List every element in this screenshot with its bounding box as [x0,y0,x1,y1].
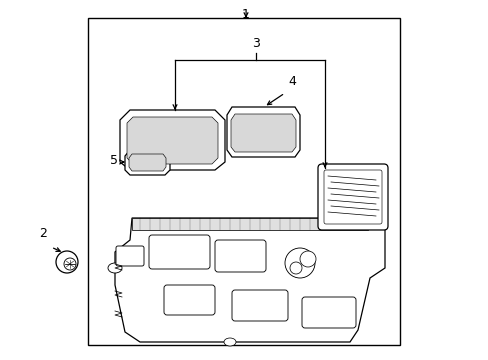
Ellipse shape [108,263,122,273]
FancyBboxPatch shape [163,285,215,315]
FancyBboxPatch shape [149,235,209,269]
Polygon shape [120,110,224,170]
Polygon shape [230,114,295,152]
Circle shape [64,258,76,270]
Ellipse shape [224,338,236,346]
FancyBboxPatch shape [231,290,287,321]
Circle shape [285,248,314,278]
Polygon shape [115,218,384,342]
Text: 3: 3 [251,37,260,50]
Polygon shape [129,154,165,171]
Circle shape [56,251,78,273]
Text: 1: 1 [242,8,249,21]
Polygon shape [127,117,218,164]
FancyBboxPatch shape [324,170,381,224]
Text: 4: 4 [287,75,295,88]
Bar [88,18,399,345]
FancyBboxPatch shape [215,240,265,272]
Polygon shape [125,150,170,175]
Polygon shape [226,107,299,157]
Circle shape [299,251,315,267]
Text: 5: 5 [110,154,118,167]
FancyBboxPatch shape [302,297,355,328]
Text: 2: 2 [39,227,47,240]
FancyBboxPatch shape [317,164,387,230]
Circle shape [289,262,302,274]
Polygon shape [132,218,367,230]
FancyBboxPatch shape [116,246,143,266]
